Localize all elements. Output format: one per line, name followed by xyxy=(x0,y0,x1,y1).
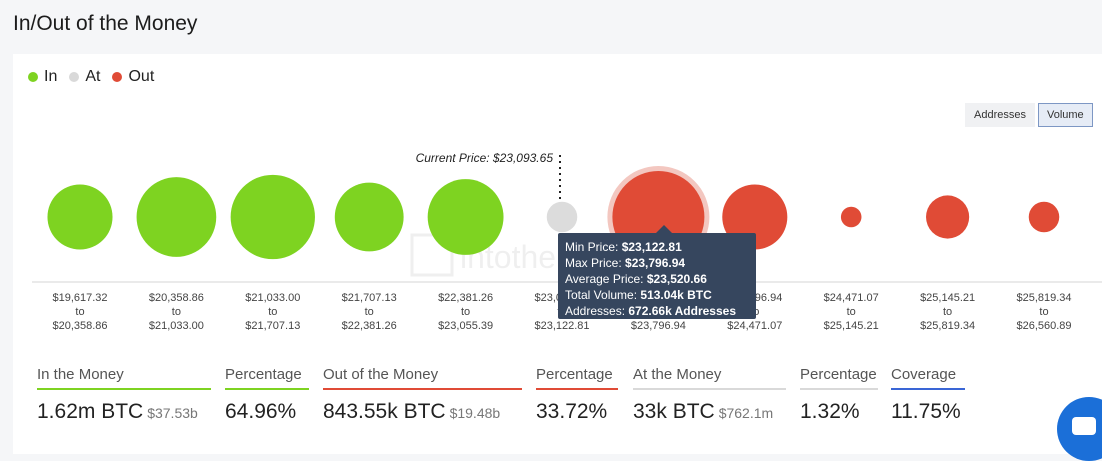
stat-in-percentage-value: 64.96% xyxy=(225,400,297,423)
range-label-4-1: to xyxy=(461,306,470,318)
range-label-1-0: $20,358.86 xyxy=(149,292,204,304)
stat-at-money-value: 33k BTC $762.1m xyxy=(633,400,774,423)
stat-in-percentage: Percentage 64.96% xyxy=(225,366,309,424)
stat-in-money-label: In the Money xyxy=(37,366,211,390)
stat-out-percentage-label: Percentage xyxy=(536,366,618,390)
stat-in-money: In the Money 1.62m BTC $37.53b xyxy=(37,366,211,424)
range-label-8-0: $24,471.07 xyxy=(824,292,879,304)
stats-bar: In the Money 1.62m BTC $37.53b Percentage… xyxy=(0,366,1102,444)
tooltip-row-addresses: Addresses: 672.66k Addresses xyxy=(565,304,737,318)
bubble-in-3[interactable] xyxy=(334,182,404,252)
range-label-0-1: to xyxy=(75,306,84,318)
range-label-10-0: $25,819.34 xyxy=(1016,292,1071,304)
tooltip-arrow xyxy=(656,225,672,233)
legend-dot-in xyxy=(28,72,38,82)
bubble-tooltip: Min Price: $23,122.81 Max Price: $23,796… xyxy=(558,233,756,319)
legend-label-at: At xyxy=(85,68,101,85)
bubble-in-1[interactable] xyxy=(136,177,217,257)
range-label-0-2: $20,358.86 xyxy=(52,320,107,332)
stat-in-money-value: 1.62m BTC $37.53b xyxy=(37,400,198,423)
stat-out-money-value: 843.55k BTC $19.48b xyxy=(323,400,501,423)
range-label-0-0: $19,617.32 xyxy=(52,292,107,304)
range-label-8-1: to xyxy=(847,306,856,318)
legend-label-out: Out xyxy=(128,68,155,85)
stat-out-percentage-value: 33.72% xyxy=(536,400,608,423)
range-label-3-2: $22,381.26 xyxy=(342,320,397,332)
legend-dot-out xyxy=(112,72,123,82)
legend-dot-at xyxy=(69,72,80,82)
stat-out-money: Out of the Money 843.55k BTC $19.48b xyxy=(323,366,522,424)
range-label-9-2: $25,819.34 xyxy=(920,320,975,332)
range-label-8-2: $25,145.21 xyxy=(824,320,879,332)
stat-in-percentage-label: Percentage xyxy=(225,366,309,390)
bubble-in-4[interactable] xyxy=(427,179,504,255)
addresses-toggle-button[interactable]: Addresses xyxy=(965,103,1035,127)
range-label-2-1: to xyxy=(268,306,277,318)
range-label-4-2: $23,055.39 xyxy=(438,320,493,332)
stat-at-percentage-label: Percentage xyxy=(800,366,878,390)
chart-card xyxy=(13,54,1102,454)
volume-toggle-button[interactable]: Volume xyxy=(1037,103,1093,127)
bubble-out-10[interactable] xyxy=(1028,201,1060,233)
legend-item-in[interactable]: In xyxy=(28,68,57,86)
range-label-2-0: $21,033.00 xyxy=(245,292,300,304)
range-label-5-2: $23,122.81 xyxy=(534,320,589,332)
range-label-7-2: $24,471.07 xyxy=(727,320,782,332)
current-price-label: Current Price: $23,093.65 xyxy=(416,151,554,165)
bubble-at-5[interactable] xyxy=(546,201,578,233)
stat-out-percentage: Percentage 33.72% xyxy=(536,366,618,424)
range-label-2-2: $21,707.13 xyxy=(245,320,300,332)
range-label-4-0: $22,381.26 xyxy=(438,292,493,304)
legend-item-at[interactable]: At xyxy=(69,68,100,86)
bubble-out-8[interactable] xyxy=(840,206,862,228)
stat-at-percentage-value: 1.32% xyxy=(800,400,860,423)
range-label-3-1: to xyxy=(365,306,374,318)
range-label-10-1: to xyxy=(1039,306,1048,318)
legend-label-in: In xyxy=(44,68,58,85)
range-label-9-1: to xyxy=(943,306,952,318)
bubble-in-2[interactable] xyxy=(230,174,315,260)
stat-at-money-label: At the Money xyxy=(633,366,786,390)
stat-out-money-label: Out of the Money xyxy=(323,366,522,390)
metric-toggle: Addresses Volume xyxy=(965,103,1093,127)
legend: In At Out xyxy=(28,68,154,86)
tooltip-row-min: Min Price: $23,122.81 xyxy=(565,240,682,254)
range-label-9-0: $25,145.21 xyxy=(920,292,975,304)
tooltip-row-avg: Average Price: $23,520.66 xyxy=(565,272,707,286)
tooltip-row-max: Max Price: $23,796.94 xyxy=(565,256,686,270)
tooltip-row-volume: Total Volume: 513.04k BTC xyxy=(565,288,712,302)
stat-coverage: Coverage 11.75% xyxy=(891,366,965,424)
stat-at-percentage: Percentage 1.32% xyxy=(800,366,878,424)
bubble-out-9[interactable] xyxy=(926,195,970,239)
range-label-3-0: $21,707.13 xyxy=(342,292,397,304)
stat-coverage-label: Coverage xyxy=(891,366,965,390)
range-label-1-1: to xyxy=(172,306,181,318)
stat-coverage-value: 11.75% xyxy=(891,400,961,423)
range-label-1-2: $21,033.00 xyxy=(149,320,204,332)
page-title: In/Out of the Money xyxy=(13,12,198,35)
chat-icon xyxy=(1072,417,1096,435)
stat-at-money: At the Money 33k BTC $762.1m xyxy=(633,366,786,424)
range-label-10-2: $26,560.89 xyxy=(1016,320,1071,332)
range-label-6-2: $23,796.94 xyxy=(631,320,686,332)
legend-item-out[interactable]: Out xyxy=(112,68,154,86)
bubble-in-0[interactable] xyxy=(47,184,113,250)
